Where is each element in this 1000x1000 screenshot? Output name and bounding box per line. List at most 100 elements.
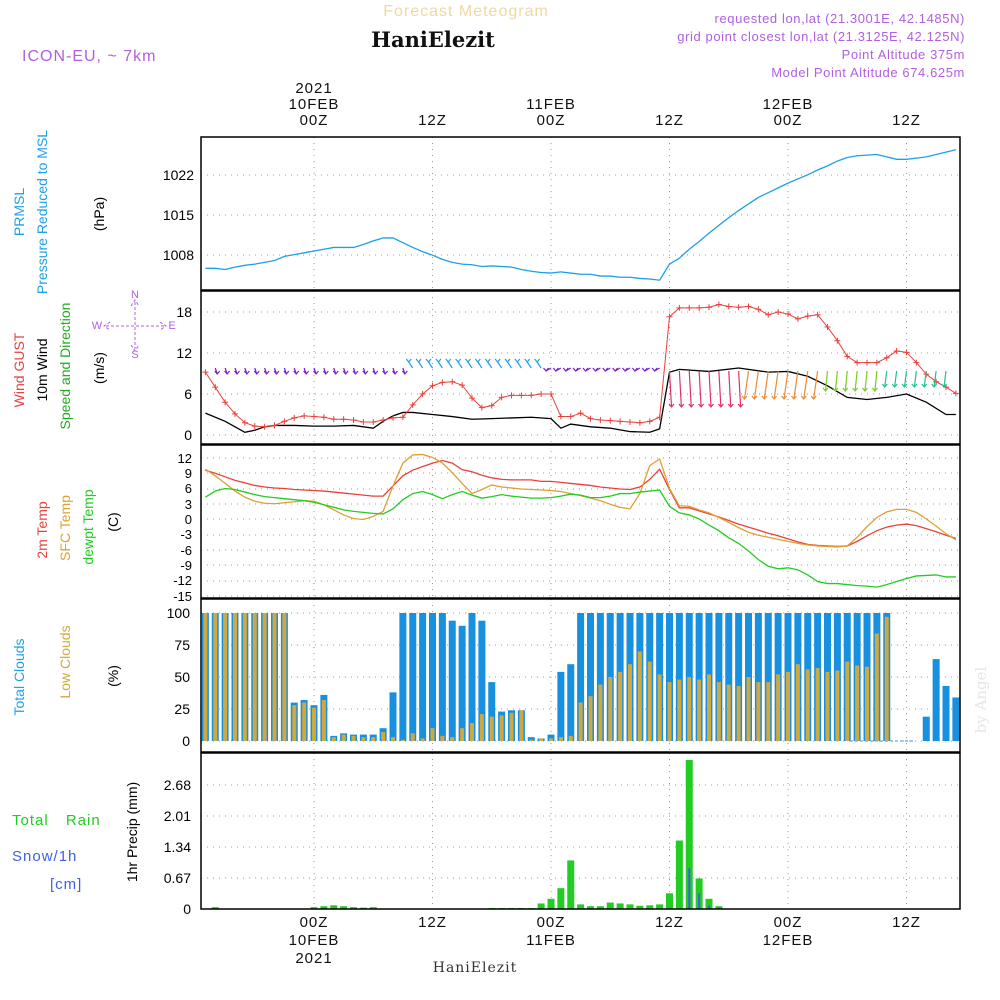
wind-arrow-head	[582, 367, 589, 372]
low-cloud-bar	[776, 674, 781, 741]
wind-arrow-head	[592, 367, 599, 372]
temp-panel-frame	[200, 444, 961, 599]
wind-arrow-head	[842, 387, 849, 392]
total-cloud-bar	[419, 613, 427, 741]
wind-direction-arrow	[457, 361, 463, 369]
low-cloud-bar	[795, 664, 800, 741]
clouds-tick-label: 75	[174, 637, 190, 653]
wind-arrow-head	[273, 370, 280, 375]
wind-direction-arrow	[516, 361, 522, 369]
gust-marker	[320, 414, 327, 421]
wind-arrow-head	[781, 395, 787, 400]
total-cloud-bar	[448, 620, 456, 741]
wind-arrow-head	[862, 387, 868, 392]
temp-label-dewpt: dewpt Temp	[80, 489, 96, 564]
bottom-time-label: 2021	[295, 950, 332, 967]
wind-arrow-head	[668, 403, 675, 408]
temp-tick-label: 9	[185, 466, 192, 481]
wind-arrow-head	[524, 358, 531, 363]
wind-unit: (m/s)	[91, 352, 107, 384]
wind-arrow-head	[445, 358, 452, 363]
bottom-time-label: 12FEB	[763, 932, 814, 949]
low-cloud-bar	[331, 737, 336, 741]
gust-marker	[360, 419, 367, 426]
precip-tick-label: 2.68	[164, 777, 191, 793]
wind-direction-arrow	[698, 370, 702, 408]
wind-arrow-head	[504, 358, 511, 363]
gust-marker	[686, 304, 693, 311]
low-cloud-bar	[756, 682, 761, 741]
wind-arrow-head	[678, 403, 685, 408]
low-cloud-bar	[272, 613, 277, 741]
grid-lines	[201, 137, 960, 910]
point-altitude: Point Altitude 375m	[842, 47, 965, 62]
low-cloud-bar	[371, 737, 376, 741]
gust-marker	[241, 419, 248, 426]
gust-marker	[202, 369, 209, 376]
top-time-label: 2021	[295, 80, 332, 97]
low-cloud-bar	[884, 616, 889, 741]
low-cloud-bar	[697, 679, 702, 741]
wind-arrow-head	[790, 395, 797, 400]
total-cloud-bar	[715, 613, 723, 741]
low-cloud-bar	[460, 728, 465, 741]
wind-arrow-head	[322, 370, 329, 375]
bottom-time-label: 00Z	[300, 914, 329, 931]
wind-arrow-head	[455, 358, 462, 363]
wind-arrow-head	[822, 387, 829, 392]
total-cloud-bar	[666, 613, 673, 741]
top-time-label: 12Z	[655, 112, 684, 129]
clouds-tick-label: 50	[174, 669, 190, 685]
temp-label-sfc: SFC Temp	[57, 495, 73, 561]
wind-direction-arrow	[783, 370, 789, 400]
low-cloud-bar	[440, 735, 445, 741]
gust-marker	[587, 415, 594, 422]
wind-arrow-head	[214, 370, 221, 375]
top-time-label: 00Z	[537, 112, 566, 129]
wind-arrow-head	[352, 370, 359, 375]
low-cloud-bar	[865, 666, 869, 741]
gust-marker	[548, 391, 554, 397]
total-cloud-bar	[675, 613, 683, 741]
wind-direction-arrow	[743, 370, 750, 400]
wind-arrow-head	[717, 403, 724, 408]
wind-arrow-head	[737, 403, 744, 408]
gust-marker	[508, 392, 515, 399]
low-cloud-bar	[410, 733, 415, 741]
gust-marker	[765, 311, 772, 318]
wind-arrow-head	[253, 370, 260, 375]
rain-bar	[626, 904, 634, 909]
wind-tick-label: 6	[184, 386, 192, 402]
clouds-panel-frame	[200, 598, 961, 753]
wind-arrow-head	[771, 395, 778, 400]
wind-arrow-head	[631, 367, 638, 372]
wind-direction-arrow	[408, 361, 414, 369]
total-cloud-bar	[468, 613, 476, 741]
wind-arrow-head	[293, 370, 300, 375]
gust-marker	[814, 311, 821, 318]
wind-direction-arrow	[708, 370, 712, 408]
total-cloud-bar	[478, 620, 486, 741]
wind-arrow-head	[382, 370, 389, 375]
wind-arrow-head	[534, 358, 541, 363]
wind-arrow-head	[741, 395, 748, 400]
low-cloud-bar	[588, 696, 593, 741]
wind-direction-arrow	[933, 370, 937, 388]
gust-marker	[212, 384, 219, 391]
bottom-time-label: 12Z	[418, 914, 447, 931]
wind-arrow-head	[494, 358, 501, 363]
wind-arrow-head	[641, 367, 648, 372]
wind-ticks: 0 6 12 18	[176, 304, 192, 443]
rain-bar	[675, 840, 683, 909]
rain-bar	[310, 907, 318, 909]
low-cloud-bar	[608, 677, 613, 741]
low-cloud-bar	[598, 684, 603, 741]
gust-marker	[873, 359, 880, 366]
rain-bar	[211, 907, 219, 909]
gust-marker	[627, 419, 633, 426]
wind-direction-arrow	[824, 370, 829, 392]
low-cloud-bar	[835, 670, 840, 741]
wind-direction-arrow	[864, 370, 868, 392]
low-cloud-bar	[321, 700, 326, 741]
